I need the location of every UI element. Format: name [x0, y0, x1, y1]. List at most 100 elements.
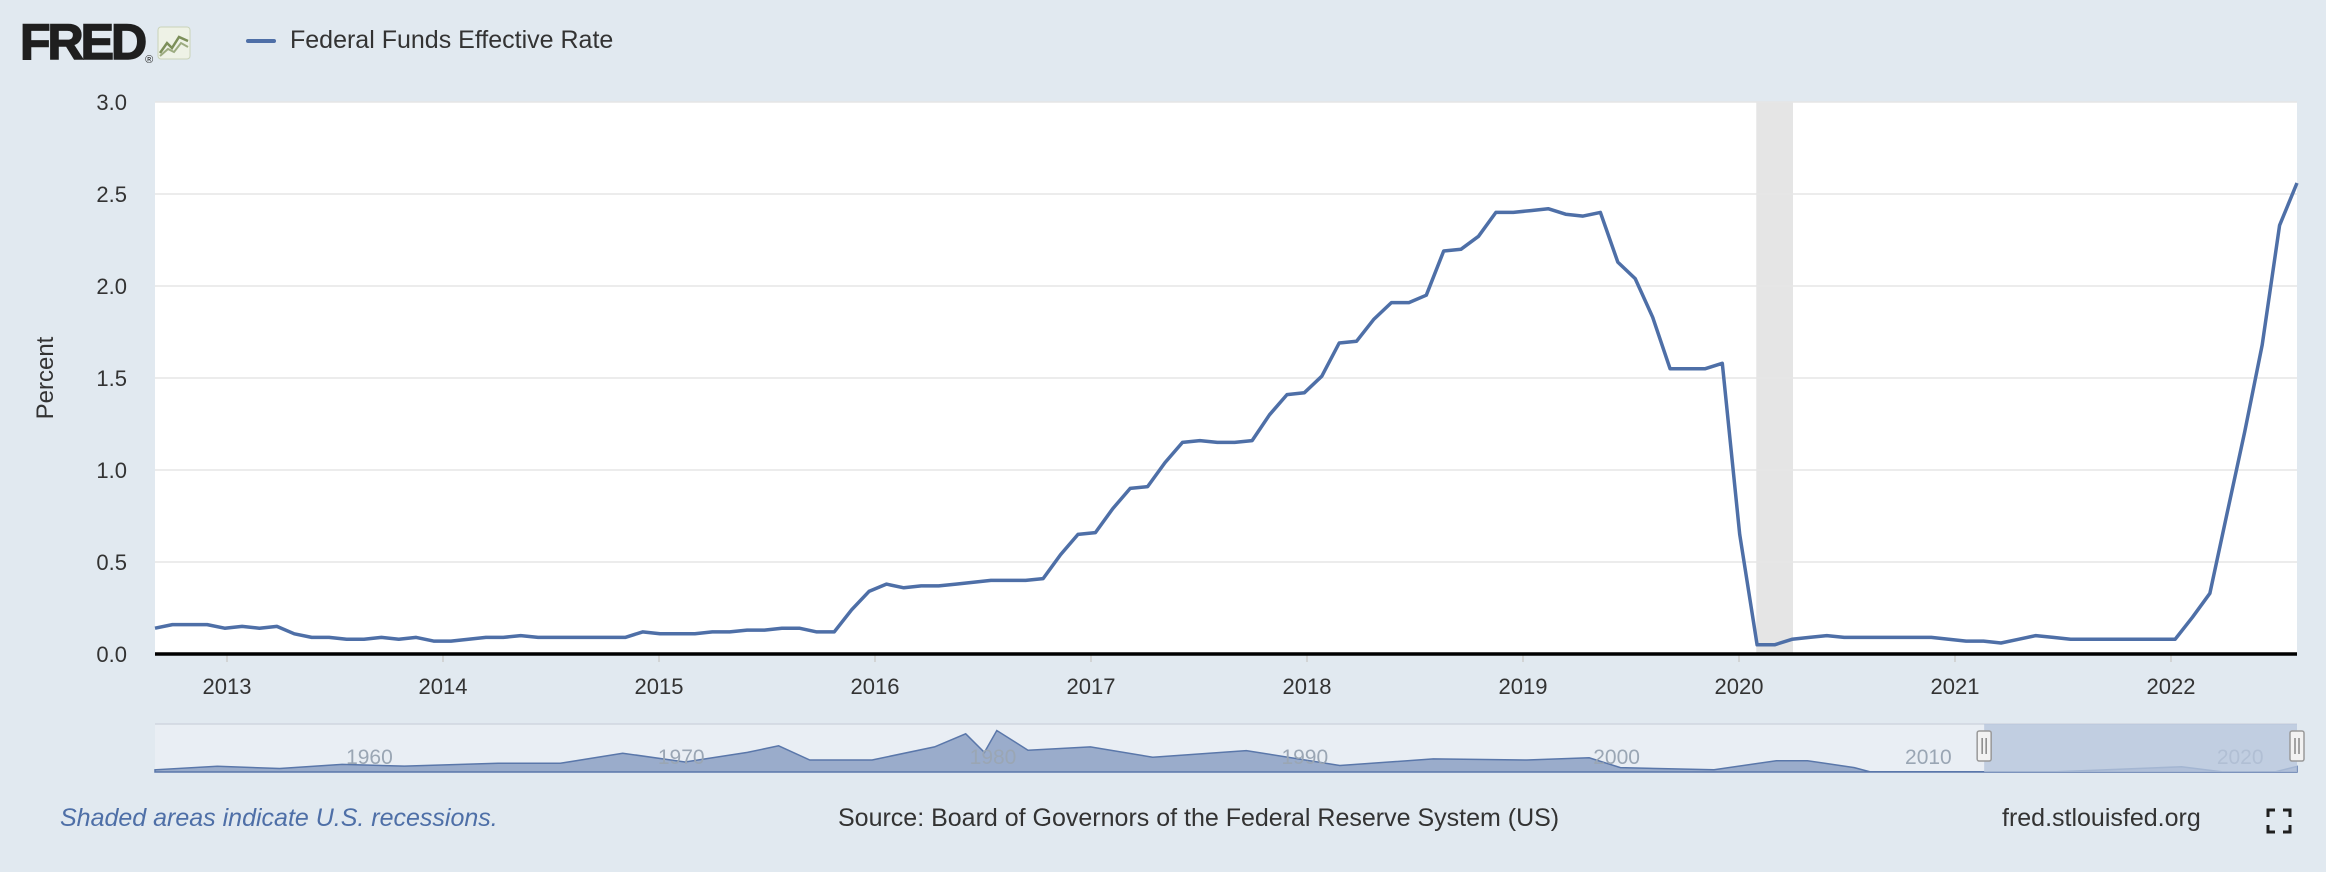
data-point[interactable] [692, 631, 698, 637]
handle-body[interactable] [2289, 730, 2305, 762]
data-point[interactable] [1040, 576, 1046, 582]
data-point[interactable] [222, 625, 228, 631]
data-point[interactable] [465, 636, 471, 642]
data-point[interactable] [1737, 531, 1743, 537]
navigator[interactable]: 1960197019801990200020102020 [154, 723, 2305, 773]
data-point[interactable] [1963, 638, 1969, 644]
data-point[interactable] [2172, 636, 2178, 642]
data-point[interactable] [1476, 233, 1482, 239]
data-point[interactable] [622, 634, 628, 640]
data-point[interactable] [378, 634, 384, 640]
data-point[interactable] [1528, 208, 1534, 214]
data-point[interactable] [849, 607, 855, 613]
data-point[interactable] [344, 636, 350, 642]
data-point[interactable] [274, 623, 280, 629]
data-point[interactable] [1998, 640, 2004, 646]
data-point[interactable] [535, 634, 541, 640]
data-point[interactable] [2102, 636, 2108, 642]
data-point[interactable] [988, 577, 994, 583]
handle-body[interactable] [1976, 730, 1992, 762]
data-point[interactable] [1214, 439, 1220, 445]
line-chart[interactable]: 0.0 0.5 1.0 1.5 2.0 2.5 3.0 Percent 2013 2014 20… [0, 0, 2326, 790]
data-point[interactable] [570, 634, 576, 640]
data-point[interactable] [587, 634, 593, 640]
data-point[interactable] [1824, 633, 1830, 639]
data-point[interactable] [727, 629, 733, 635]
data-point[interactable] [2294, 180, 2300, 186]
data-point[interactable] [1179, 439, 1185, 445]
data-point[interactable] [1092, 530, 1098, 536]
data-point[interactable] [1075, 531, 1081, 537]
data-point[interactable] [1684, 366, 1690, 372]
data-point[interactable] [936, 583, 942, 589]
data-point[interactable] [396, 636, 402, 642]
data-point[interactable] [2190, 614, 2196, 620]
data-point[interactable] [1441, 248, 1447, 254]
data-point[interactable] [1127, 485, 1133, 491]
data-point[interactable] [1545, 206, 1551, 212]
data-point[interactable] [2033, 633, 2039, 639]
data-point[interactable] [1789, 636, 1795, 642]
series-line[interactable] [154, 182, 2299, 647]
navigator-left-handle[interactable] [1976, 730, 1992, 762]
data-point[interactable] [1249, 438, 1255, 444]
data-point[interactable] [1981, 638, 1987, 644]
data-point[interactable] [1005, 577, 1011, 583]
data-point[interactable] [1859, 634, 1865, 640]
data-point[interactable] [1806, 634, 1812, 640]
data-point[interactable] [256, 625, 262, 631]
data-point[interactable] [2137, 636, 2143, 642]
data-point[interactable] [1197, 438, 1203, 444]
data-point[interactable] [2224, 509, 2230, 515]
fullscreen-icon[interactable] [2266, 808, 2292, 834]
data-point[interactable] [1632, 276, 1638, 282]
navigator-selection[interactable] [1984, 724, 2297, 772]
data-point[interactable] [1406, 300, 1412, 306]
data-point[interactable] [709, 629, 715, 635]
data-point[interactable] [152, 625, 158, 631]
data-point[interactable] [431, 638, 437, 644]
data-point[interactable] [1232, 439, 1238, 445]
data-point[interactable] [2242, 428, 2248, 434]
data-point[interactable] [500, 634, 506, 640]
series-legend[interactable]: Federal Funds Effective Rate [246, 26, 613, 55]
data-point[interactable] [309, 634, 315, 640]
data-point[interactable] [518, 633, 524, 639]
data-point[interactable] [413, 634, 419, 640]
data-point[interactable] [1702, 366, 1708, 372]
data-point[interactable] [204, 622, 210, 628]
data-point[interactable] [2068, 636, 2074, 642]
data-point[interactable] [1667, 366, 1673, 372]
data-point[interactable] [1719, 360, 1725, 366]
data-point[interactable] [953, 581, 959, 587]
data-point[interactable] [1145, 484, 1151, 490]
data-point[interactable] [1267, 412, 1273, 418]
data-point[interactable] [1510, 209, 1516, 215]
data-point[interactable] [1458, 246, 1464, 252]
data-point[interactable] [901, 585, 907, 591]
data-point[interactable] [831, 629, 837, 635]
data-point[interactable] [361, 636, 367, 642]
data-point[interactable] [1772, 642, 1778, 648]
data-point[interactable] [1876, 634, 1882, 640]
data-point[interactable] [657, 631, 663, 637]
data-point[interactable] [239, 623, 245, 629]
data-point[interactable] [1893, 634, 1899, 640]
data-point[interactable] [2050, 634, 2056, 640]
data-point[interactable] [187, 622, 193, 628]
data-point[interactable] [1162, 460, 1168, 466]
data-point[interactable] [1493, 209, 1499, 215]
data-point[interactable] [1301, 390, 1307, 396]
data-point[interactable] [1388, 300, 1394, 306]
data-point[interactable] [1058, 552, 1064, 558]
data-point[interactable] [605, 634, 611, 640]
data-point[interactable] [1563, 211, 1569, 217]
data-point[interactable] [1371, 316, 1377, 322]
data-point[interactable] [640, 629, 646, 635]
data-point[interactable] [796, 625, 802, 631]
data-point[interactable] [744, 627, 750, 633]
data-point[interactable] [1946, 636, 1952, 642]
data-point[interactable] [1911, 634, 1917, 640]
data-point[interactable] [1754, 642, 1760, 648]
data-point[interactable] [553, 634, 559, 640]
